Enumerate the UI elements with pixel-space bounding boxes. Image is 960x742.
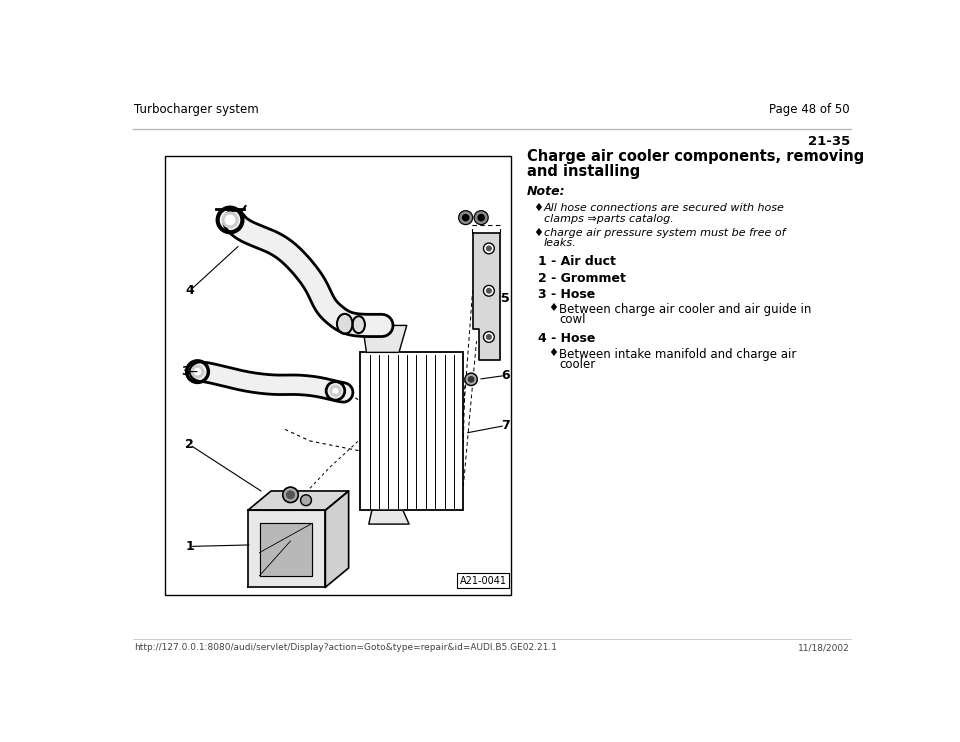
Text: 1 - Air duct: 1 - Air duct <box>538 255 615 269</box>
Circle shape <box>484 332 494 342</box>
Polygon shape <box>259 523 312 576</box>
Text: ♦: ♦ <box>533 228 543 237</box>
Text: 21-35: 21-35 <box>807 135 850 148</box>
Circle shape <box>487 289 492 293</box>
Text: 3 - Hose: 3 - Hose <box>538 288 595 301</box>
Ellipse shape <box>354 318 363 332</box>
Circle shape <box>225 214 235 226</box>
Text: 1: 1 <box>185 540 194 553</box>
Bar <box>360 352 464 510</box>
Bar <box>165 156 512 595</box>
Circle shape <box>487 335 492 339</box>
Text: 7: 7 <box>501 419 510 432</box>
Polygon shape <box>363 326 407 352</box>
Text: All hose connections are secured with hose: All hose connections are secured with ho… <box>544 203 784 213</box>
Text: Page 48 of 50: Page 48 of 50 <box>769 103 850 116</box>
Text: 5: 5 <box>501 292 510 305</box>
Text: Charge air cooler components, removing: Charge air cooler components, removing <box>527 149 864 164</box>
Circle shape <box>484 243 494 254</box>
Text: A21-0041: A21-0041 <box>460 576 507 585</box>
Circle shape <box>478 214 484 220</box>
Text: 3: 3 <box>181 365 190 378</box>
Text: 4 - Hose: 4 - Hose <box>538 332 595 344</box>
Text: Note:: Note: <box>527 186 565 198</box>
Polygon shape <box>369 510 409 524</box>
Circle shape <box>300 495 311 505</box>
Circle shape <box>194 368 202 375</box>
Polygon shape <box>248 510 325 587</box>
Text: 2 - Grommet: 2 - Grommet <box>538 272 626 286</box>
Circle shape <box>468 377 474 382</box>
Circle shape <box>459 211 472 225</box>
Circle shape <box>190 365 204 378</box>
Text: http://127.0.0.1:8080/audi/servlet/Display?action=Goto&type=repair&id=AUDI.B5.GE: http://127.0.0.1:8080/audi/servlet/Displ… <box>134 643 557 652</box>
Text: ♦: ♦ <box>548 348 559 358</box>
Text: Turbocharger system: Turbocharger system <box>134 103 258 116</box>
Text: ♦: ♦ <box>548 303 559 313</box>
Circle shape <box>487 246 492 251</box>
Circle shape <box>287 491 295 499</box>
Text: 2: 2 <box>185 439 194 451</box>
Text: Between charge air cooler and air guide in: Between charge air cooler and air guide … <box>560 303 812 316</box>
Text: and installing: and installing <box>527 165 640 180</box>
Ellipse shape <box>339 315 351 332</box>
Text: cowl: cowl <box>560 313 586 326</box>
Text: 11/18/2002: 11/18/2002 <box>799 643 850 652</box>
Text: 4: 4 <box>185 284 194 298</box>
Polygon shape <box>472 233 500 360</box>
Circle shape <box>283 487 299 502</box>
Text: leaks.: leaks. <box>544 237 577 248</box>
Circle shape <box>474 211 488 225</box>
Text: 6: 6 <box>501 369 510 382</box>
Circle shape <box>465 373 477 386</box>
Polygon shape <box>248 491 348 510</box>
Text: clamps ⇒parts catalog.: clamps ⇒parts catalog. <box>544 214 674 224</box>
Circle shape <box>222 211 239 229</box>
Circle shape <box>484 286 494 296</box>
Text: Between intake manifold and charge air: Between intake manifold and charge air <box>560 348 797 361</box>
Circle shape <box>329 384 342 397</box>
Text: ♦: ♦ <box>533 203 543 213</box>
Text: cooler: cooler <box>560 358 595 371</box>
Text: charge air pressure system must be free of: charge air pressure system must be free … <box>544 228 785 237</box>
Circle shape <box>332 388 339 394</box>
Circle shape <box>463 214 468 220</box>
Polygon shape <box>325 491 348 587</box>
